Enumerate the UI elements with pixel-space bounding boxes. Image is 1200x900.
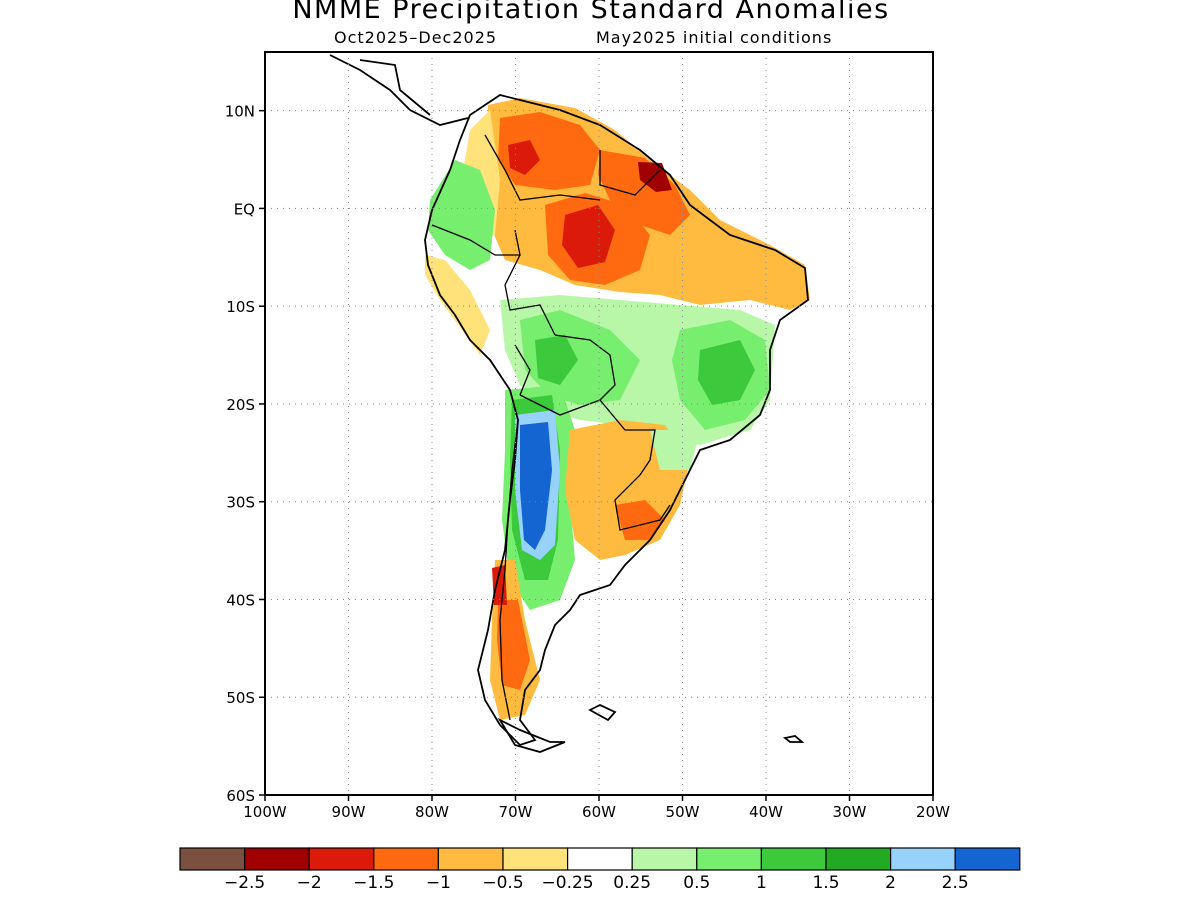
- colorbar-label: 2: [885, 873, 896, 893]
- colorbar-swatch: [954, 847, 1021, 871]
- lat-tick-label: 40S: [226, 591, 255, 609]
- central-america-north-coast: [359, 59, 431, 116]
- colorbar-swatch: [631, 847, 698, 871]
- colorbar-swatch: [244, 847, 310, 871]
- lon-tick-label: 40W: [749, 803, 783, 821]
- colorbar-swatch: [760, 847, 827, 871]
- anomaly-region-uruguay-dry: [615, 500, 665, 540]
- anomaly-field: [425, 98, 810, 720]
- colorbar-swatch: [437, 847, 504, 871]
- border-peru-brazil: [504, 254, 556, 336]
- colorbar-swatch: [696, 847, 762, 871]
- colorbar-label: 1: [756, 873, 767, 893]
- lon-tick-label: 20W: [916, 803, 950, 821]
- anomaly-region-eastern-brazil-core: [698, 340, 755, 405]
- anomaly-region-chile-core: [492, 565, 507, 605]
- initial-conditions: May2025 initial conditions: [596, 28, 833, 47]
- colorbar: −2.5 −2 −1.5 −1 −0.5 −0.25 0.25 0.5 1 1.5 2 2.5: [179, 847, 1021, 893]
- border-colombia-venezuela: [484, 134, 601, 201]
- anomaly-region-bolivia-core: [535, 335, 578, 385]
- country-borders: [431, 134, 671, 721]
- lon-tick-label: 50W: [666, 803, 700, 821]
- colorbar-swatch: [502, 847, 569, 871]
- map-title: NMME Precipitation Standard Anomalies: [292, 0, 890, 25]
- colorbar-label: −1.5: [353, 873, 394, 893]
- border-bolivia-brazil: [554, 334, 616, 401]
- colorbar-swatch: [308, 847, 375, 871]
- border-colombia-ecuador-peru: [431, 224, 521, 256]
- anomaly-region-colombia-wet: [428, 160, 495, 270]
- lon-tick-label: 80W: [415, 803, 449, 821]
- lon-tick-label: 100W: [243, 803, 287, 821]
- coastlines: [329, 54, 809, 753]
- border-guianas: [599, 150, 661, 196]
- border-brazil-paraguay: [599, 399, 656, 476]
- colorbar-label: 0.25: [613, 873, 651, 893]
- south-georgia: [782, 735, 805, 743]
- lat-tick-label: 50S: [226, 689, 255, 707]
- south-america-coastline: [424, 94, 809, 747]
- lat-tick-label: 10N: [225, 103, 255, 121]
- lat-tick-label: EQ: [234, 200, 255, 218]
- colorbar-label: −0.5: [482, 873, 523, 893]
- border-argentina-uruguay-brazil: [614, 474, 671, 531]
- lon-tick-label: 90W: [332, 803, 366, 821]
- colorbar-label: −1: [426, 873, 451, 893]
- central-america-coastline: [329, 54, 469, 126]
- anomaly-region-argentina-dark-blue: [520, 422, 552, 550]
- lat-tick-label: 20S: [226, 396, 255, 414]
- anomaly-region-southern-brazil-wet: [650, 430, 700, 470]
- border-peru-bolivia: [514, 344, 531, 396]
- colorbar-swatch: [179, 847, 246, 871]
- falkland-islands: [588, 704, 617, 722]
- lat-tick-label: 60S: [226, 787, 255, 805]
- lat-tick-label: 10S: [226, 298, 255, 316]
- colorbar-swatch: [825, 847, 892, 871]
- colorbar-label: 2.5: [942, 873, 969, 893]
- lon-tick-label: 30W: [833, 803, 867, 821]
- colorbar-label: −2: [297, 873, 322, 893]
- colorbar-label: −2.5: [224, 873, 265, 893]
- lon-tick-label: 60W: [582, 803, 616, 821]
- anomaly-region-guianas: [598, 150, 690, 235]
- border-argentina-paraguay-bolivia: [519, 394, 601, 416]
- colorbar-label: 1.5: [812, 873, 839, 893]
- lat-tick-labels: 10N EQ 10S 20S 30S 40S 50S 60S: [225, 103, 255, 805]
- colorbar-label: 0.5: [683, 873, 710, 893]
- anomaly-region-chile-strong-dry: [497, 600, 530, 690]
- tierra-del-fuego: [497, 717, 566, 753]
- colorbar-swatch: [889, 847, 956, 871]
- lon-tick-labels: 100W 90W 80W 70W 60W 50W 40W 30W 20W: [243, 803, 950, 821]
- colorbar-swatch: [566, 847, 633, 871]
- map-period: Oct2025–Dec2025: [334, 28, 498, 47]
- anomaly-region-peru-dry: [425, 255, 490, 355]
- colorbar-label: −0.25: [542, 873, 594, 893]
- anomaly-region-amazon-core: [562, 205, 615, 268]
- border-argentina-chile: [499, 419, 519, 721]
- lat-tick-label: 30S: [226, 494, 255, 512]
- axis-ticks: [259, 109, 934, 801]
- lon-tick-label: 70W: [499, 803, 533, 821]
- colorbar-swatch: [373, 847, 439, 871]
